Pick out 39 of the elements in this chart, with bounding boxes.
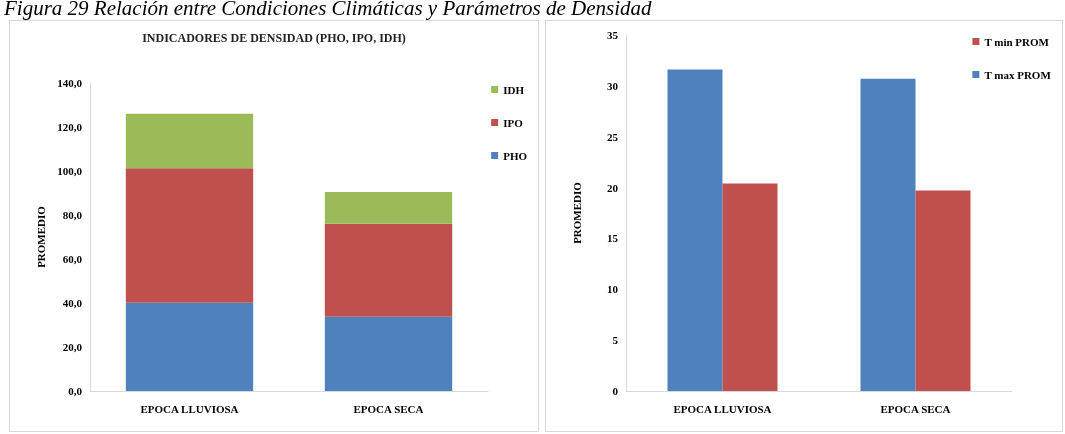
legend-label: IDH xyxy=(503,83,525,96)
legend-label: IPO xyxy=(503,116,524,129)
y-tick-label: 5 xyxy=(612,334,619,347)
bar xyxy=(125,302,254,391)
y-axis-title: PROMEDIO xyxy=(570,181,583,244)
x-tick-label: EPOCA LLUVIOSA xyxy=(673,402,772,415)
y-axis-title: PROMEDIO xyxy=(34,205,47,268)
y-tick-label: 100,0 xyxy=(57,165,83,177)
bar xyxy=(667,69,723,391)
bar xyxy=(125,113,254,169)
legend-label: T max PROM xyxy=(984,68,1052,81)
x-tick-label: EPOCA LLUVIOSA xyxy=(140,402,239,415)
bar xyxy=(915,190,971,391)
y-tick-label: 0 xyxy=(612,385,619,397)
bar xyxy=(324,316,453,391)
y-tick-label: 10 xyxy=(607,283,619,296)
y-tick-label: 15 xyxy=(607,232,619,245)
bar xyxy=(860,78,916,391)
text: Figura 29 Relación entre Condiciones Climáticas y Parámetros de Densidad xyxy=(4,0,652,21)
y-tick-label: 120,0 xyxy=(57,121,83,133)
y-tick-label: 60,0 xyxy=(62,253,83,265)
y-tick-label: 140,0 xyxy=(57,77,83,89)
y-tick-label: 20 xyxy=(607,181,619,194)
y-tick-label: 35 xyxy=(607,29,619,41)
y-tick-label: 40,0 xyxy=(62,297,83,309)
chart-title: INDICADORES DE DENSIDAD (PHO, IPO, IDH) xyxy=(142,31,406,45)
y-tick-label: 80,0 xyxy=(62,209,83,221)
y-tick-label: 20,0 xyxy=(62,341,83,353)
bar xyxy=(324,223,453,317)
x-tick-label: EPOCA SECA xyxy=(353,402,424,415)
y-tick-label: 30 xyxy=(607,79,619,92)
legend-label: PHO xyxy=(503,149,528,162)
bar xyxy=(125,168,254,303)
y-tick-label: 0,0 xyxy=(68,385,83,397)
bar xyxy=(324,192,453,224)
bar xyxy=(722,183,778,391)
x-tick-label: EPOCA SECA xyxy=(880,402,951,415)
legend-label: T min PROM xyxy=(984,35,1050,48)
y-tick-label: 25 xyxy=(607,130,619,143)
